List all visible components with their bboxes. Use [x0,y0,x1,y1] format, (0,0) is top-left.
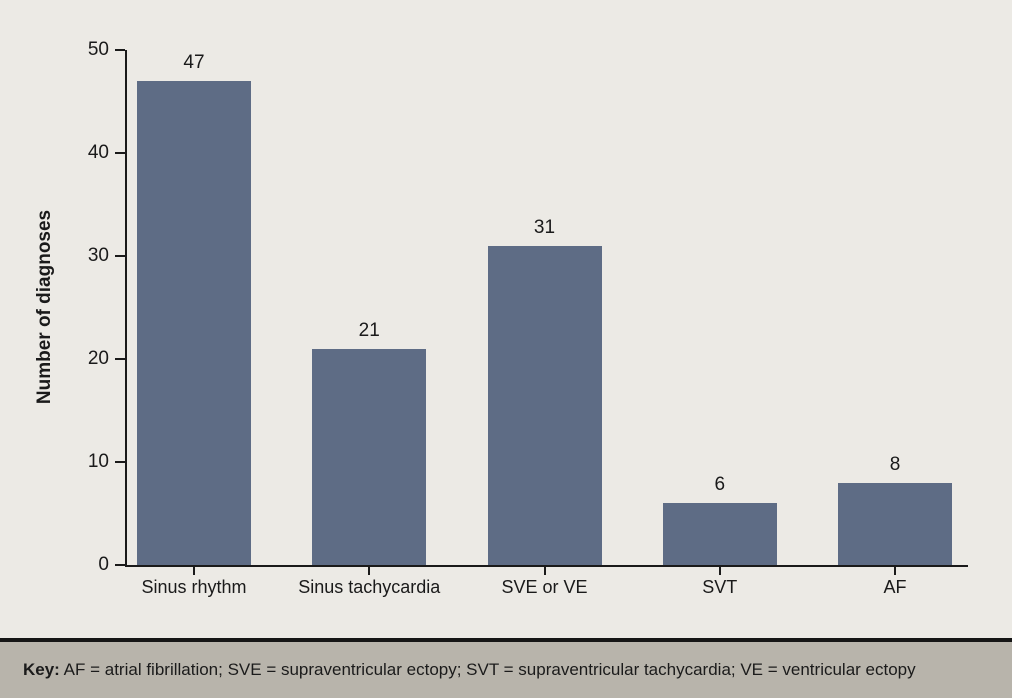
bar-value-label: 6 [714,474,726,496]
bar-sinus-tachycardia [312,348,427,565]
x-axis-label: Sinus tachycardia [298,577,441,597]
x-tick [368,567,371,575]
y-tick [115,255,125,257]
y-tick-label: 30 [87,245,109,266]
x-tick [718,567,721,575]
y-tick [115,461,125,463]
bar-value-label: 21 [358,319,380,341]
y-axis-title: Number of diagnoses [34,209,55,405]
y-tick-label: 0 [98,554,109,575]
key-footer-text: Key: AF = atrial fibrillation; SVE = sup… [0,642,1012,698]
y-tick-label: 10 [87,451,109,472]
key-footer: Key: AF = atrial fibrillation; SVE = sup… [0,638,1012,698]
bar-af [838,482,952,565]
x-axis-label: AF [883,577,907,597]
bar-sve-or-ve [487,245,602,565]
x-axis-label: Sinus rhythm [141,577,247,597]
bar-value-label: 47 [183,51,205,73]
y-tick [115,152,125,154]
y-tick-label: 20 [87,348,109,369]
x-tick [894,567,896,575]
y-tick-label: 40 [87,142,109,163]
x-tick [543,567,546,575]
y-tick [115,49,125,51]
y-tick-label: 50 [87,39,109,60]
bar-svt [662,503,777,565]
x-tick [193,567,195,575]
x-axis-label: SVT [702,577,738,597]
plot-area: 0 10 20 30 40 50 47 Sinus rhythm 21 Sinus tachyca… [88,40,968,597]
x-axis-label: SVE or VE [501,577,588,597]
y-tick [115,564,125,566]
key-text: AF = atrial fibrillation; SVE = supraven… [63,660,916,679]
bar-value-label: 8 [889,453,901,475]
bar-sinus-rhythm [137,80,251,565]
y-tick [115,358,125,360]
key-label: Key: [23,660,60,679]
bar-chart: Number of diagnoses 0 10 20 30 40 50 47 Sinus r… [34,40,968,597]
bar-value-label: 31 [533,216,556,238]
